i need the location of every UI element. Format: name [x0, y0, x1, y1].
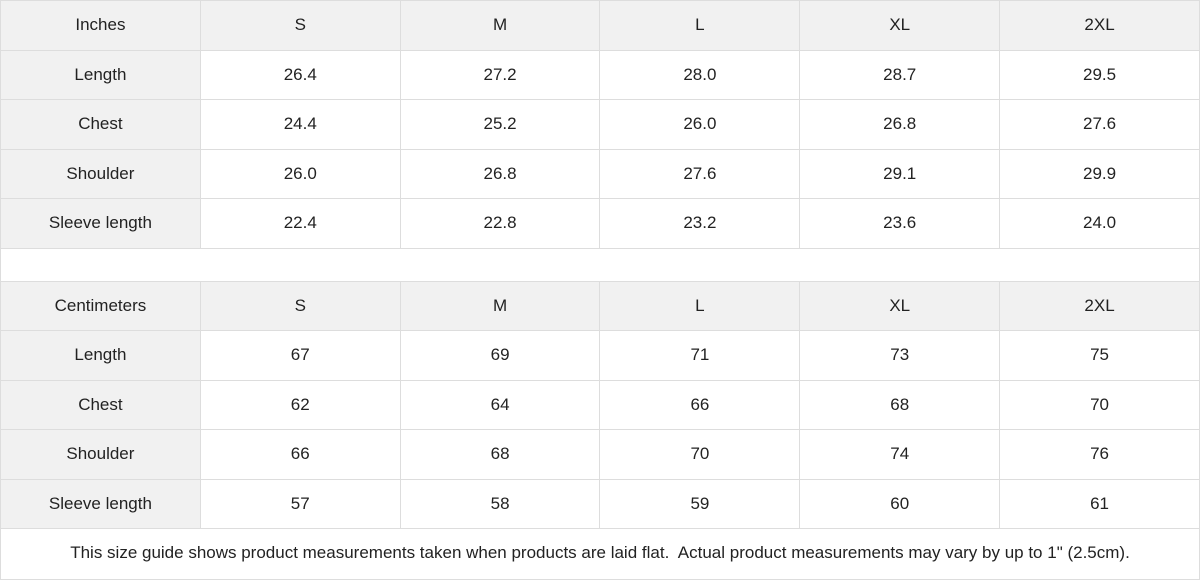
measurement-value-cell: 69 — [400, 331, 601, 380]
measurement-value-cell: 74 — [800, 430, 1001, 479]
measurement-value-cell: 27.6 — [600, 149, 801, 198]
table-spacer — [1, 248, 1199, 282]
centimeters-size-table: Centimeters S M L XL 2XL Length 67 69 71 73 75 Chest… — [1, 281, 1199, 529]
measurement-value-cell: 24.4 — [200, 100, 401, 149]
measurement-value-cell: 27.2 — [400, 50, 601, 99]
measurement-value-cell: 26.8 — [400, 149, 601, 198]
measurement-row: Length 67 69 71 73 75 — [1, 331, 1199, 381]
measurement-value-cell: 64 — [400, 380, 601, 429]
measurement-row: Sleeve length 22.4 22.8 23.2 23.6 24.0 — [1, 199, 1199, 249]
measurement-row: Shoulder 26.0 26.8 27.6 29.1 29.9 — [1, 149, 1199, 199]
measurement-value-cell: 29.9 — [1000, 149, 1199, 198]
measurement-row: Shoulder 66 68 70 74 76 — [1, 430, 1199, 480]
measurement-value-cell: 28.0 — [600, 50, 801, 99]
measurement-value-cell: 71 — [600, 331, 801, 380]
measurement-value-cell: 66 — [200, 430, 401, 479]
size-header-cell: S — [200, 281, 401, 330]
size-header-cell: L — [600, 1, 801, 50]
size-header-cell: M — [400, 1, 601, 50]
measurement-value-cell: 70 — [1000, 380, 1199, 429]
measurement-value-cell: 59 — [600, 479, 801, 528]
measurement-value-cell: 29.5 — [1000, 50, 1199, 99]
size-header-cell: S — [200, 1, 401, 50]
measurement-value-cell: 68 — [800, 380, 1001, 429]
measurement-value-cell: 66 — [600, 380, 801, 429]
measurement-value-cell: 70 — [600, 430, 801, 479]
unit-header-cell: Inches — [1, 1, 201, 50]
measurement-value-cell: 76 — [1000, 430, 1199, 479]
size-guide-note: This size guide shows product measuremen… — [1, 529, 1199, 577]
measurement-value-cell: 23.2 — [600, 199, 801, 248]
measurement-label-cell: Chest — [1, 380, 201, 429]
size-header-cell: XL — [800, 1, 1001, 50]
measurement-label-cell: Shoulder — [1, 149, 201, 198]
measurement-label-cell: Sleeve length — [1, 479, 201, 528]
measurement-value-cell: 26.4 — [200, 50, 401, 99]
measurement-row: Chest 62 64 66 68 70 — [1, 380, 1199, 430]
measurement-value-cell: 26.0 — [600, 100, 801, 149]
size-header-row: Centimeters S M L XL 2XL — [1, 281, 1199, 331]
measurement-row: Sleeve length 57 58 59 60 61 — [1, 479, 1199, 529]
size-header-cell: M — [400, 281, 601, 330]
measurement-label-cell: Length — [1, 50, 201, 99]
measurement-value-cell: 58 — [400, 479, 601, 528]
size-header-row: Inches S M L XL 2XL — [1, 1, 1199, 51]
measurement-value-cell: 73 — [800, 331, 1001, 380]
measurement-value-cell: 67 — [200, 331, 401, 380]
measurement-value-cell: 26.0 — [200, 149, 401, 198]
measurement-value-cell: 26.8 — [800, 100, 1001, 149]
measurement-value-cell: 75 — [1000, 331, 1199, 380]
measurement-label-cell: Shoulder — [1, 430, 201, 479]
measurement-value-cell: 28.7 — [800, 50, 1001, 99]
measurement-row: Chest 24.4 25.2 26.0 26.8 27.6 — [1, 100, 1199, 150]
measurement-value-cell: 24.0 — [1000, 199, 1199, 248]
measurement-row: Length 26.4 27.2 28.0 28.7 29.5 — [1, 50, 1199, 100]
unit-header-cell: Centimeters — [1, 281, 201, 330]
measurement-value-cell: 27.6 — [1000, 100, 1199, 149]
measurement-value-cell: 29.1 — [800, 149, 1001, 198]
measurement-value-cell: 68 — [400, 430, 601, 479]
measurement-value-cell: 25.2 — [400, 100, 601, 149]
measurement-value-cell: 60 — [800, 479, 1001, 528]
size-header-cell: L — [600, 281, 801, 330]
size-header-cell: 2XL — [1000, 281, 1199, 330]
measurement-value-cell: 23.6 — [800, 199, 1001, 248]
size-header-cell: XL — [800, 281, 1001, 330]
inches-size-table: Inches S M L XL 2XL Length 26.4 27.2 28.0 28.7 29.5… — [1, 1, 1199, 249]
measurement-label-cell: Sleeve length — [1, 199, 201, 248]
measurement-value-cell: 22.8 — [400, 199, 601, 248]
size-header-cell: 2XL — [1000, 1, 1199, 50]
size-guide-note-text: This size guide shows product measuremen… — [70, 543, 1130, 562]
measurement-value-cell: 22.4 — [200, 199, 401, 248]
measurement-label-cell: Length — [1, 331, 201, 380]
measurement-value-cell: 57 — [200, 479, 401, 528]
measurement-value-cell: 62 — [200, 380, 401, 429]
measurement-label-cell: Chest — [1, 100, 201, 149]
measurement-value-cell: 61 — [1000, 479, 1199, 528]
